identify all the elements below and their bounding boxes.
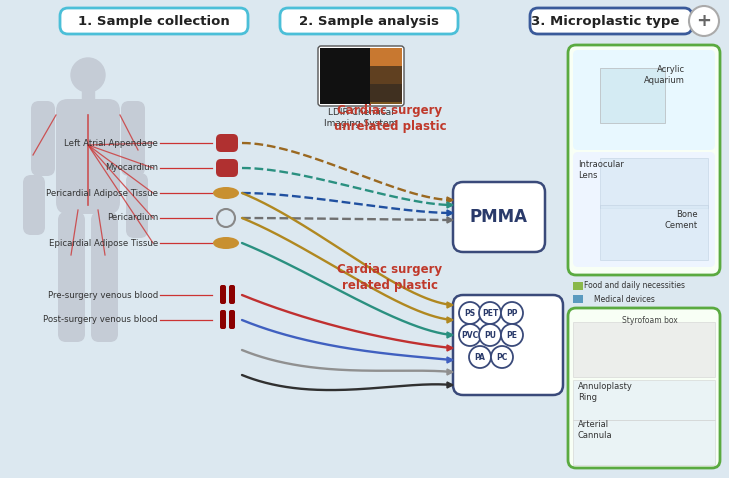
Circle shape (689, 6, 719, 36)
Text: Myocardium: Myocardium (105, 163, 158, 173)
Text: Acrylic
Aquarium: Acrylic Aquarium (644, 65, 685, 85)
Bar (370, 48, 402, 104)
Text: Food and daily necessities: Food and daily necessities (585, 282, 685, 291)
Text: PET: PET (482, 308, 498, 317)
Polygon shape (447, 210, 453, 216)
FancyBboxPatch shape (568, 45, 720, 275)
Text: PU: PU (484, 330, 496, 339)
Text: +: + (696, 12, 712, 30)
FancyBboxPatch shape (60, 8, 248, 34)
Polygon shape (447, 317, 453, 323)
Bar (600, 205, 708, 260)
Polygon shape (447, 332, 453, 338)
Text: LDIR Chemical
Imaging System: LDIR Chemical Imaging System (324, 108, 398, 128)
Text: Arterial
Cannula: Arterial Cannula (578, 420, 612, 440)
Text: 2. Sample analysis: 2. Sample analysis (299, 14, 439, 28)
Bar (573, 295, 583, 303)
Text: Epicardial Adipose Tissue: Epicardial Adipose Tissue (49, 239, 158, 248)
Bar (370, 66, 402, 84)
FancyBboxPatch shape (58, 212, 85, 342)
FancyBboxPatch shape (23, 175, 45, 235)
Text: PC: PC (496, 352, 507, 361)
Bar (600, 68, 665, 123)
Bar (573, 380, 715, 420)
Text: Pre-surgery venous blood: Pre-surgery venous blood (48, 291, 158, 300)
Circle shape (459, 324, 481, 346)
FancyBboxPatch shape (453, 182, 545, 252)
FancyBboxPatch shape (280, 8, 458, 34)
Circle shape (479, 324, 501, 346)
Text: Post-surgery venous blood: Post-surgery venous blood (43, 315, 158, 325)
Text: PA: PA (475, 352, 486, 361)
Text: PS: PS (464, 308, 475, 317)
Circle shape (71, 58, 105, 92)
Polygon shape (447, 197, 453, 203)
Bar (82, 90, 94, 100)
Text: Pericardial Adipose Tissue: Pericardial Adipose Tissue (46, 188, 158, 197)
Circle shape (501, 302, 523, 324)
FancyBboxPatch shape (216, 134, 238, 152)
FancyBboxPatch shape (573, 152, 715, 267)
Text: 3. Microplastic type: 3. Microplastic type (531, 14, 679, 28)
Bar (573, 282, 583, 290)
Text: PVC: PVC (461, 330, 479, 339)
Bar (370, 84, 402, 102)
Circle shape (491, 346, 513, 368)
Ellipse shape (213, 187, 239, 199)
Bar (573, 322, 715, 377)
Text: PE: PE (507, 330, 518, 339)
Circle shape (469, 346, 491, 368)
Text: Annuloplasty
Ring: Annuloplasty Ring (578, 382, 633, 402)
Bar (573, 420, 715, 465)
FancyBboxPatch shape (573, 50, 715, 150)
Polygon shape (447, 382, 453, 388)
FancyBboxPatch shape (229, 285, 235, 304)
FancyBboxPatch shape (56, 99, 120, 214)
Text: Cardiac surgery
related plastic: Cardiac surgery related plastic (338, 263, 443, 293)
Bar (320, 48, 370, 104)
Text: Medical devices: Medical devices (593, 294, 655, 304)
Polygon shape (447, 357, 453, 363)
FancyBboxPatch shape (220, 310, 226, 329)
Text: Left Atrial Appendage: Left Atrial Appendage (64, 139, 158, 148)
Polygon shape (447, 369, 453, 375)
Bar (370, 48, 402, 66)
Circle shape (459, 302, 481, 324)
Circle shape (479, 302, 501, 324)
Text: Cardiac surgery
unrelated plastic: Cardiac surgery unrelated plastic (334, 104, 446, 132)
FancyBboxPatch shape (121, 101, 145, 176)
Text: PP: PP (506, 308, 518, 317)
FancyBboxPatch shape (318, 46, 404, 106)
Polygon shape (447, 345, 453, 351)
FancyBboxPatch shape (453, 295, 563, 395)
FancyBboxPatch shape (31, 101, 55, 176)
FancyBboxPatch shape (229, 310, 235, 329)
FancyBboxPatch shape (530, 8, 692, 34)
Text: 1. Sample collection: 1. Sample collection (78, 14, 230, 28)
FancyBboxPatch shape (126, 173, 148, 238)
Text: PMMA: PMMA (470, 208, 528, 226)
Text: Bone
Cement: Bone Cement (665, 210, 698, 230)
FancyBboxPatch shape (568, 308, 720, 468)
Polygon shape (447, 202, 453, 208)
Text: Styrofoam box: Styrofoam box (622, 316, 678, 325)
Text: Pericardium: Pericardium (106, 214, 158, 222)
FancyBboxPatch shape (216, 159, 238, 177)
Text: Intraocular
Lens: Intraocular Lens (578, 160, 624, 180)
Polygon shape (447, 217, 453, 223)
Bar (600, 158, 708, 208)
Ellipse shape (213, 237, 239, 249)
FancyBboxPatch shape (91, 212, 118, 342)
Circle shape (501, 324, 523, 346)
Polygon shape (447, 302, 453, 308)
FancyBboxPatch shape (220, 285, 226, 304)
